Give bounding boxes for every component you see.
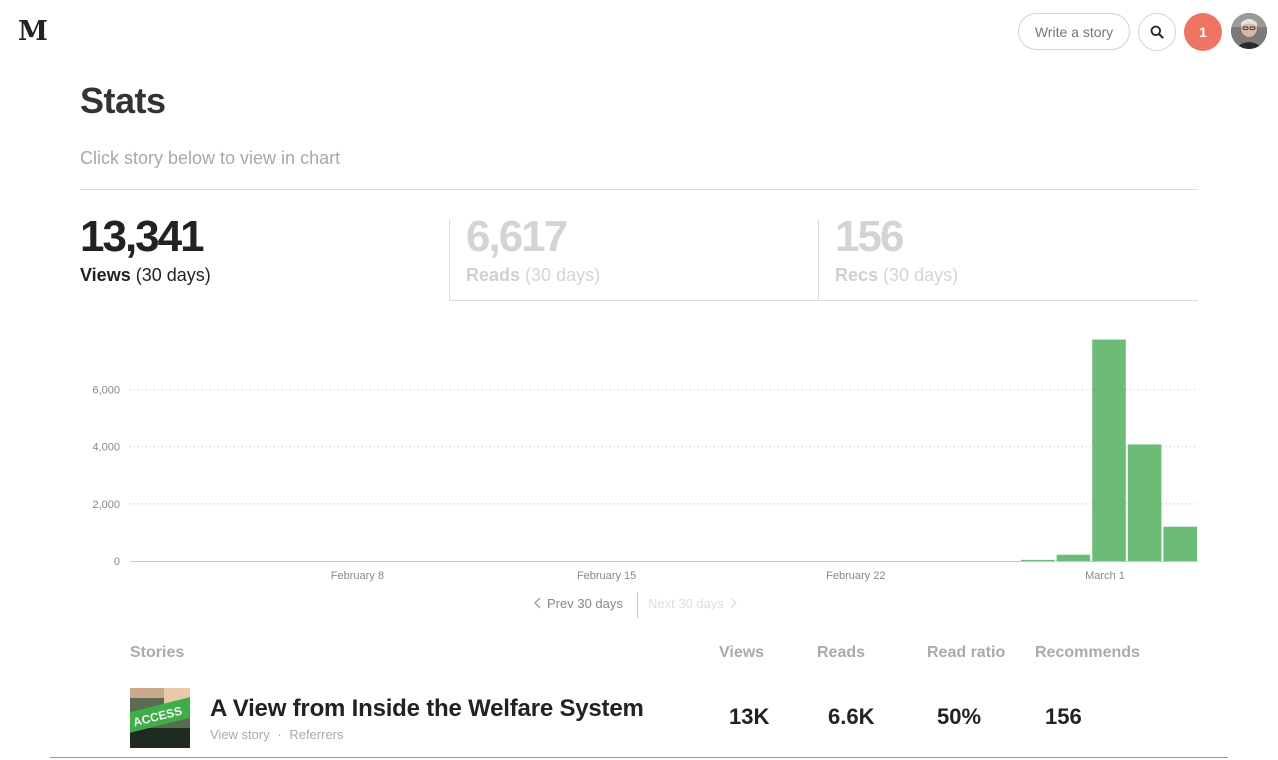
prev-30-days-button[interactable]: Prev 30 days [533, 596, 623, 611]
recs-count: 156 [835, 212, 904, 261]
referrers-link[interactable]: Referrers [289, 727, 344, 742]
page-title: Stats [80, 80, 166, 121]
story-title-link[interactable]: A View from Inside the Welfare System [210, 695, 644, 722]
x-tick-label: March 1 [1085, 570, 1125, 582]
story-thumbnail[interactable]: ACCESS [130, 688, 190, 748]
reads-label: Reads (30 days) [466, 265, 601, 285]
y-tick-label: 4,000 [92, 442, 120, 454]
column-header-reads: Reads [817, 644, 866, 661]
chevron-right-icon [730, 597, 737, 609]
user-avatar[interactable] [1231, 13, 1267, 49]
chart-bar [1163, 526, 1197, 561]
column-header-stories: Stories [130, 644, 185, 661]
tab-reads[interactable]: 6,617 Reads (30 days) [449, 212, 819, 301]
medium-logo[interactable]: M [18, 16, 48, 47]
y-tick-label: 6,000 [92, 385, 120, 397]
y-tick-label: 2,000 [92, 499, 120, 511]
chevron-left-icon [534, 597, 541, 609]
views-label: Views (30 days) [80, 265, 211, 285]
reads-count: 6,617 [466, 212, 568, 261]
chart-bar [1127, 444, 1162, 561]
x-tick-label: February 22 [826, 570, 885, 582]
column-header-views: Views [719, 644, 765, 661]
link-separator: · [277, 727, 282, 742]
bottom-divider [50, 757, 1228, 758]
story-reads: 6.6K [828, 704, 875, 729]
pager-divider [637, 592, 638, 618]
divider [80, 189, 1198, 190]
column-header-recommends: Recommends [1035, 644, 1140, 661]
avatar-image [1231, 13, 1267, 49]
chart-bar [1056, 554, 1091, 561]
x-tick-label: February 15 [577, 570, 636, 582]
page-subtitle: Click story below to view in chart [80, 148, 341, 168]
view-story-link[interactable]: View story [210, 727, 270, 742]
story-views: 13K [729, 704, 770, 729]
views-bar-chart: 0 2,000 4,000 6,000 February 8 February 15 Feb… [92, 339, 1198, 582]
x-tick-label: February 8 [331, 570, 384, 582]
story-recommends: 156 [1045, 704, 1082, 729]
chart-bar [1092, 339, 1126, 561]
recs-label: Recs (30 days) [835, 265, 959, 285]
chart-pager: Prev 30 days Next 30 days [0, 592, 1278, 618]
next-30-days-button: Next 30 days [648, 596, 738, 611]
chart-bar [1021, 559, 1055, 561]
column-header-read-ratio: Read ratio [927, 644, 1006, 661]
tab-recs[interactable]: 156 Recs (30 days) [818, 212, 1198, 301]
story-read-ratio: 50% [937, 704, 982, 729]
tab-views[interactable]: 13,341 Views (30 days) [80, 212, 450, 301]
search-icon [1150, 25, 1164, 39]
story-links: View story · Referrers [210, 727, 344, 742]
y-tick-label: 0 [114, 556, 120, 568]
notification-badge[interactable]: 1 [1184, 13, 1222, 51]
write-story-button[interactable]: Write a story [1018, 13, 1130, 50]
search-button[interactable] [1138, 13, 1176, 51]
views-count: 13,341 [80, 212, 205, 261]
